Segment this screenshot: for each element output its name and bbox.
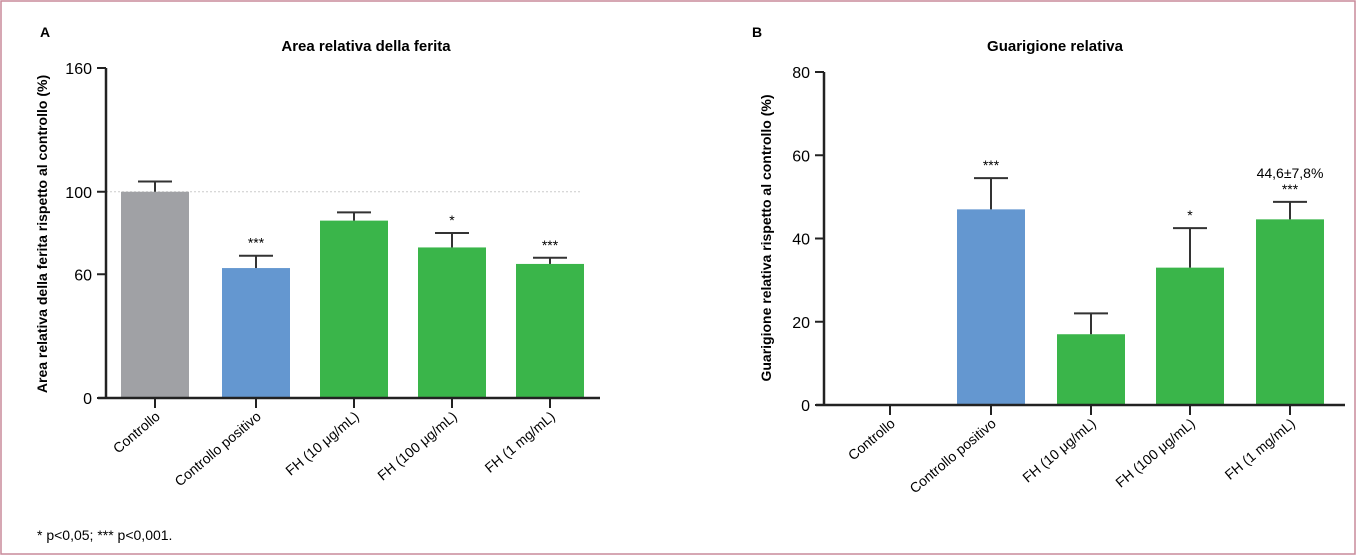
panel-a-y-axis-label: Area relativa della ferita rispetto al c… <box>34 75 50 393</box>
panel-a-category-label: Controllo positivo <box>171 408 264 489</box>
panel-b-y-tick-label: 80 <box>792 65 810 82</box>
panel-a-category-label: FH (10 μg/mL) <box>282 408 362 478</box>
panel-b-category-label: Controllo positivo <box>906 415 999 496</box>
panel-a-bar <box>222 268 290 398</box>
panel-b-bar <box>1057 334 1125 405</box>
panel-a-category-label: Controllo <box>110 408 163 456</box>
panel-b-y-axis-label: Guarigione relativa rispetto al controll… <box>758 94 774 381</box>
panel-b-y-tick-label: 20 <box>792 315 810 332</box>
panel-b-significance-marker: * <box>1187 207 1193 223</box>
panel-b-bar <box>1156 267 1224 405</box>
panel-b-category-label: FH (10 μg/mL) <box>1019 415 1099 485</box>
panel-b-annotation: 44,6±7,8% <box>1257 165 1324 181</box>
panel-a-letter: A <box>40 24 50 40</box>
panel-a-chart: Controllo *** Controllo positivo FH (10 μg/… <box>65 61 600 489</box>
panel-a-significance-marker: * <box>449 212 455 228</box>
panel-b-bar <box>1256 219 1324 405</box>
panel-b-title: Guarigione relativa <box>987 38 1124 55</box>
panel-b-significance-marker: *** <box>983 157 1000 173</box>
panel-a-category-label: FH (1 mg/mL) <box>482 408 558 476</box>
panel-b-category-label: Controllo <box>845 415 898 463</box>
panel-a-bar <box>320 220 388 398</box>
panel-b-category-label: FH (100 μg/mL) <box>1112 415 1198 490</box>
panel-b-y-tick-label: 40 <box>792 232 810 249</box>
panel-a-y-tick-label: 160 <box>65 61 92 78</box>
panel-a-bar <box>418 247 486 398</box>
panel-a-y-tick-label: 100 <box>65 185 92 202</box>
panel-a-y-tick-label: 0 <box>83 391 92 408</box>
panel-b-category-label: FH (1 mg/mL) <box>1222 415 1298 483</box>
footnote: * p<0,05; *** p<0,001. <box>37 527 172 543</box>
panel-a-category-label: FH (100 μg/mL) <box>374 408 460 483</box>
panel-b-chart: Controllo *** Controllo positivo FH (10 μg/… <box>792 65 1345 496</box>
panel-a-significance-marker: *** <box>542 237 559 253</box>
panel-a-bar <box>516 263 584 398</box>
panel-b-letter: B <box>752 24 762 40</box>
panel-b-y-tick-label: 60 <box>792 148 810 165</box>
panel-b-y-tick-label: 0 <box>801 398 810 415</box>
panel-b-significance-marker: *** <box>1282 181 1299 197</box>
panel-a-significance-marker: *** <box>248 235 265 251</box>
panel-a-bar <box>121 191 189 398</box>
panel-b-bar <box>957 209 1025 405</box>
panel-a-title: Area relativa della ferita <box>281 38 451 55</box>
panel-a-y-tick-label: 60 <box>74 267 92 284</box>
